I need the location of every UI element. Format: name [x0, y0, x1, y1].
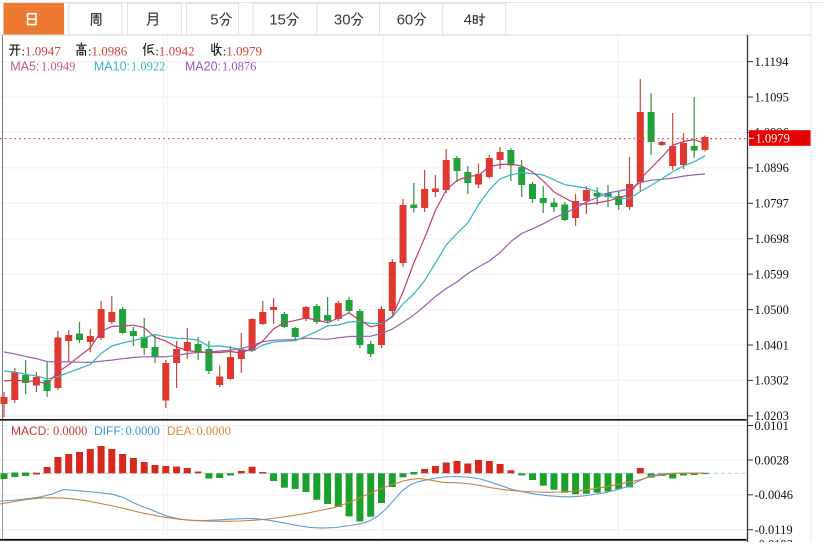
svg-text:-0.0193: -0.0193: [755, 537, 794, 542]
svg-text:1.0947: 1.0947: [25, 43, 61, 58]
svg-text:1.0922: 1.0922: [131, 59, 165, 73]
svg-text:1.1194: 1.1194: [755, 55, 790, 69]
svg-text:0.0000: 0.0000: [53, 424, 87, 438]
svg-text:30: 30: [334, 11, 351, 28]
svg-text:1.0698: 1.0698: [755, 232, 789, 246]
svg-text:1.0979: 1.0979: [756, 132, 790, 146]
svg-text:0.0028: 0.0028: [755, 453, 789, 467]
svg-text:0.0101: 0.0101: [755, 419, 789, 433]
svg-text:1.0942: 1.0942: [159, 43, 195, 58]
svg-text:1.0302: 1.0302: [755, 374, 789, 388]
svg-text:1.0599: 1.0599: [755, 267, 789, 281]
svg-text:MA20:: MA20:: [185, 59, 221, 73]
svg-text:1.0949: 1.0949: [41, 59, 75, 73]
svg-text:DIFF:: DIFF:: [94, 424, 124, 438]
svg-text:1.0896: 1.0896: [755, 161, 789, 175]
svg-text:DEA:: DEA:: [167, 424, 195, 438]
svg-text::: :: [88, 43, 92, 58]
svg-text:-0.0046: -0.0046: [755, 488, 794, 502]
svg-text:1.0203: 1.0203: [755, 409, 789, 423]
svg-text:1.0876: 1.0876: [222, 59, 256, 73]
svg-text:1.1095: 1.1095: [755, 90, 789, 104]
svg-text:-0.0119: -0.0119: [755, 523, 793, 537]
svg-text:15: 15: [269, 11, 286, 28]
svg-text:1.0500: 1.0500: [755, 303, 789, 317]
svg-text:60: 60: [397, 11, 414, 28]
svg-text::: :: [22, 43, 26, 58]
svg-text:0.0000: 0.0000: [126, 424, 160, 438]
svg-text:1.0797: 1.0797: [755, 197, 789, 211]
svg-text:5: 5: [210, 11, 218, 28]
svg-text:1.0979: 1.0979: [226, 43, 262, 58]
svg-text:MACD:: MACD:: [11, 424, 50, 438]
svg-text:MA10:: MA10:: [94, 59, 130, 73]
svg-text:1.0401: 1.0401: [755, 338, 789, 352]
svg-text::: :: [155, 43, 159, 58]
svg-text:0.0000: 0.0000: [197, 424, 231, 438]
svg-text::: :: [223, 43, 227, 58]
svg-text:MA5:: MA5:: [10, 59, 39, 73]
svg-text:1.0986: 1.0986: [92, 43, 128, 58]
svg-text:4: 4: [464, 11, 472, 28]
